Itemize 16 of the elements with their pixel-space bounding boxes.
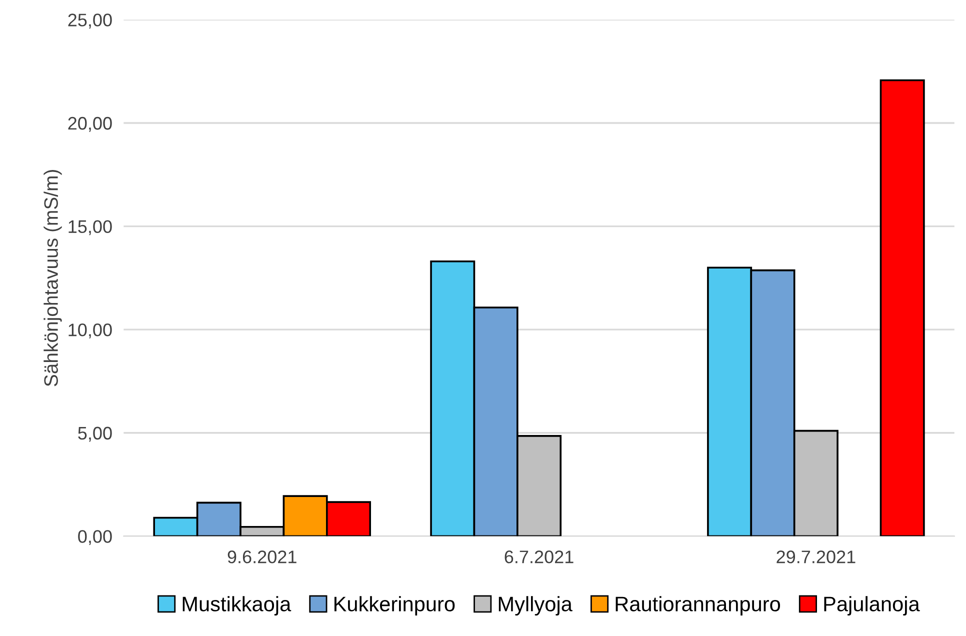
legend-label: Mustikkaoja bbox=[182, 596, 292, 616]
y-tick-label: 20,00 bbox=[68, 116, 112, 132]
y-tick-label: 15,00 bbox=[68, 220, 112, 236]
legend-label: Rautiorannanpuro bbox=[616, 596, 780, 616]
x-tick-label: 9.6.2021 bbox=[228, 550, 296, 564]
bar bbox=[880, 79, 925, 536]
y-tick-label: 5,00 bbox=[78, 426, 112, 442]
x-tick-label: 29.7.2021 bbox=[776, 550, 856, 564]
y-tick-label: 0,00 bbox=[78, 530, 112, 545]
y-axis-title: Sähkönjohtavuus (mS/m) bbox=[44, 170, 62, 386]
x-tick-label: 6.7.2021 bbox=[504, 550, 574, 564]
y-tick-label: 25,00 bbox=[68, 14, 112, 29]
legend-label: Myllyoja bbox=[498, 596, 572, 616]
legend-label: Pajulanoja bbox=[824, 596, 920, 616]
legend-label: Kukkerinpuro bbox=[334, 596, 455, 616]
y-tick-label: 10,00 bbox=[68, 324, 112, 338]
